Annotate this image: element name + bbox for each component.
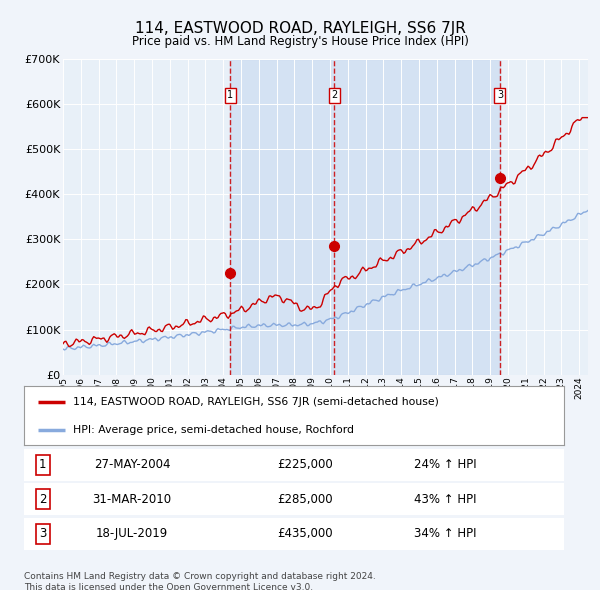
Text: 18-JUL-2019: 18-JUL-2019 bbox=[96, 527, 168, 540]
Bar bbox=[230, 59, 500, 375]
Text: 34% ↑ HPI: 34% ↑ HPI bbox=[414, 527, 476, 540]
Text: 114, EASTWOOD ROAD, RAYLEIGH, SS6 7JR: 114, EASTWOOD ROAD, RAYLEIGH, SS6 7JR bbox=[134, 21, 466, 36]
Text: £225,000: £225,000 bbox=[277, 458, 332, 471]
Text: 31-MAR-2010: 31-MAR-2010 bbox=[92, 493, 172, 506]
Text: £435,000: £435,000 bbox=[277, 527, 332, 540]
Text: 1: 1 bbox=[39, 458, 47, 471]
Text: 1: 1 bbox=[227, 90, 233, 100]
Text: 3: 3 bbox=[39, 527, 47, 540]
Text: 3: 3 bbox=[497, 90, 503, 100]
Text: Contains HM Land Registry data © Crown copyright and database right 2024.
This d: Contains HM Land Registry data © Crown c… bbox=[24, 572, 376, 590]
Text: 24% ↑ HPI: 24% ↑ HPI bbox=[414, 458, 476, 471]
Text: HPI: Average price, semi-detached house, Rochford: HPI: Average price, semi-detached house,… bbox=[73, 425, 353, 434]
Text: 43% ↑ HPI: 43% ↑ HPI bbox=[414, 493, 476, 506]
Text: 2: 2 bbox=[331, 90, 338, 100]
Text: Price paid vs. HM Land Registry's House Price Index (HPI): Price paid vs. HM Land Registry's House … bbox=[131, 35, 469, 48]
Text: £285,000: £285,000 bbox=[277, 493, 332, 506]
Text: 114, EASTWOOD ROAD, RAYLEIGH, SS6 7JR (semi-detached house): 114, EASTWOOD ROAD, RAYLEIGH, SS6 7JR (s… bbox=[73, 398, 439, 407]
Text: 2: 2 bbox=[39, 493, 47, 506]
Text: 27-MAY-2004: 27-MAY-2004 bbox=[94, 458, 170, 471]
